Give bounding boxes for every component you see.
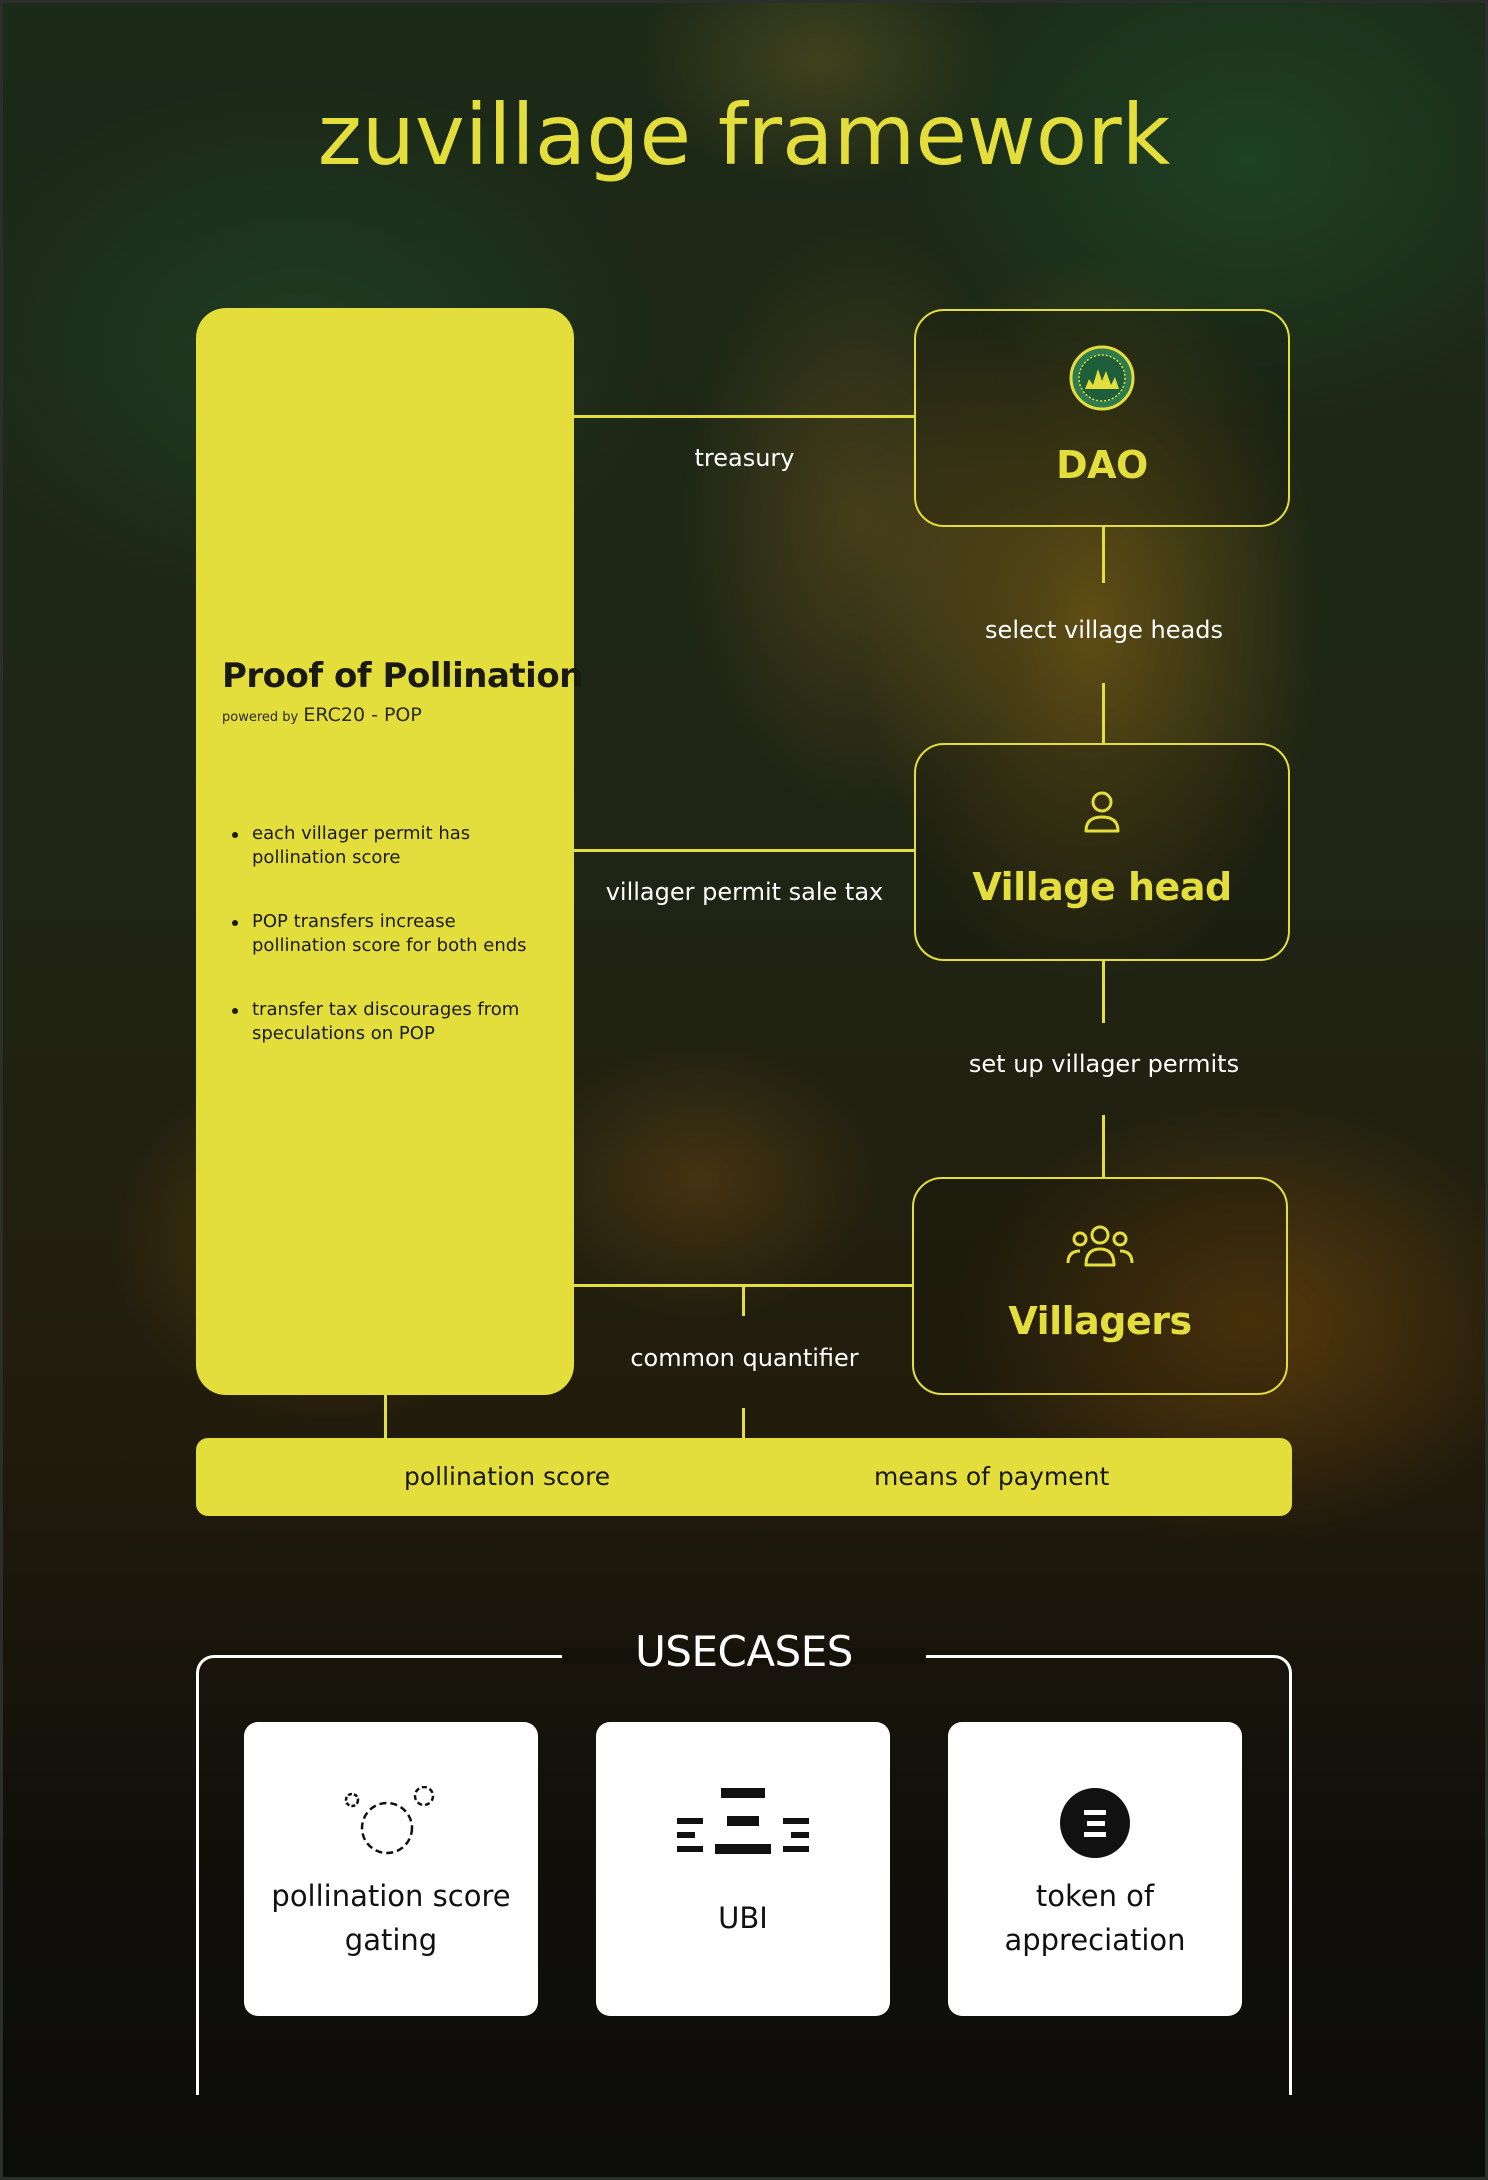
token-circle-icon <box>1060 1788 1130 1862</box>
villager-permit-sale-tax-label: villager permit sale tax <box>605 878 884 906</box>
pop-bullet: transfer tax discourages from speculatio… <box>232 998 552 1046</box>
proof-of-pollination-title: Proof of Pollination <box>222 656 583 696</box>
usecase-label-line: gating <box>344 1923 438 1957</box>
usecase-label: pollination score gating <box>244 1874 538 1962</box>
select-village-heads-label: select village heads <box>985 616 1223 644</box>
page-title: zuvillage framework <box>317 86 1171 184</box>
wire-dao-to-village-head-bottom <box>1102 683 1105 743</box>
dao-node: DAO <box>914 309 1290 527</box>
means-of-payment-label: means of payment <box>874 1462 1110 1491</box>
zuvillage-logo-icon <box>1069 345 1135 415</box>
dao-label: DAO <box>1056 443 1148 487</box>
pop-bullet: POP transfers increase pollination score… <box>232 910 552 958</box>
usecase-label: UBI <box>718 1901 768 1935</box>
pop-bullet-list: each villager permit has pollination sco… <box>232 822 552 1086</box>
usecase-label-line: pollination score <box>271 1879 511 1913</box>
wire-village-head-to-villagers-top <box>1102 961 1105 1023</box>
powered-by-line: powered by ERC20 - POP <box>222 704 422 726</box>
wire-permit-sale-tax <box>574 849 915 852</box>
village-head-label: Village head <box>972 865 1232 909</box>
wire-village-head-to-villagers-bottom <box>1102 1115 1105 1177</box>
wire-pop-to-bar <box>384 1395 387 1438</box>
village-head-node: Village head <box>914 743 1290 961</box>
distribution-bars-icon <box>677 1788 809 1864</box>
usecase-card-token-of-appreciation: token of appreciation <box>948 1722 1242 2016</box>
powered-by-prefix: powered by <box>222 710 299 725</box>
proof-of-pollination-panel: Proof of Pollination powered by ERC20 - … <box>196 308 583 1395</box>
group-icon <box>1065 1221 1135 1275</box>
pop-bullet: each villager permit has pollination sco… <box>232 822 552 870</box>
pollination-score-label: pollination score <box>404 1462 611 1491</box>
usecase-label-line: token of <box>1035 1879 1155 1913</box>
usecases-title: USECASES <box>635 1627 853 1676</box>
usecase-card-pollination-gating: pollination score gating <box>244 1722 538 2016</box>
wire-dao-to-village-head-top <box>1102 527 1105 583</box>
villagers-label: Villagers <box>1008 1299 1192 1343</box>
wire-treasury <box>574 415 915 418</box>
set-up-villager-permits-label: set up villager permits <box>968 1050 1240 1078</box>
usecases-title-gap <box>562 1648 926 1664</box>
treasury-label: treasury <box>694 444 795 472</box>
usecase-label-line: appreciation <box>1004 1923 1186 1957</box>
villagers-node: Villagers <box>912 1177 1288 1395</box>
common-quantifier-label: common quantifier <box>630 1344 859 1372</box>
bubbles-icon <box>341 1785 441 1862</box>
person-icon <box>1082 789 1122 839</box>
wire-common-quantifier-stub-down <box>742 1408 745 1438</box>
usecase-card-ubi: UBI <box>596 1722 890 2016</box>
usecase-label: token of appreciation <box>948 1874 1242 1962</box>
powered-by-token: ERC20 - POP <box>303 704 422 726</box>
pop-functions-bar: pollination score means of payment <box>196 1438 1292 1516</box>
wire-common-quantifier-stub-up <box>742 1284 745 1316</box>
